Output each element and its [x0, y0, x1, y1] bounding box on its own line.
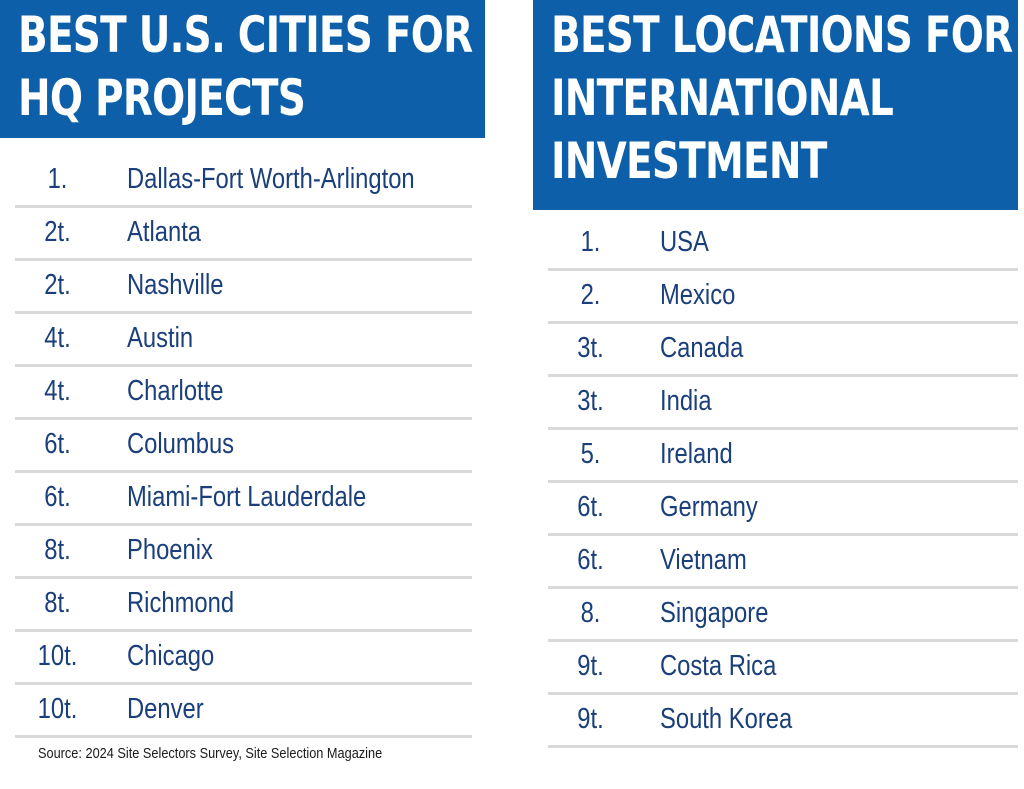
international-list: 1. USA 2. Mexico 3t. Canada 3t. India 5. Ireland 6…: [548, 218, 1018, 748]
us-city-row: 4t. Austin: [15, 314, 472, 367]
country-rank: 3t.: [577, 385, 604, 417]
us-city-rank: 8t.: [44, 534, 71, 566]
source-note: Source: 2024 Site Selectors Survey, Site…: [38, 745, 383, 762]
us-city-name: Richmond: [127, 587, 235, 619]
us-city-row: 10t. Chicago: [15, 632, 472, 685]
country-rank: 9t.: [577, 650, 604, 682]
us-city-name: Columbus: [127, 428, 235, 460]
us-city-rank: 1.: [47, 163, 68, 195]
country-name: Costa Rica: [660, 650, 777, 682]
country-name: Ireland: [660, 438, 733, 470]
us-city-rank: 4t.: [44, 322, 71, 354]
us-city-name: Atlanta: [127, 216, 202, 248]
country-name: India: [660, 385, 712, 417]
country-rank: 6t.: [577, 491, 604, 523]
international-title-line-2: INTERNATIONAL: [551, 69, 894, 127]
us-city-name: Miami-Fort Lauderdale: [127, 481, 367, 513]
us-cities-title-banner: BEST U.S. CITIES FOR HQ PROJECTS: [0, 0, 485, 138]
country-row: 6t. Vietnam: [548, 536, 1018, 589]
country-rank: 9t.: [577, 703, 604, 735]
us-city-row: 8t. Phoenix: [15, 526, 472, 579]
country-rank: 8.: [580, 597, 601, 629]
us-cities-panel: BEST U.S. CITIES FOR HQ PROJECTS 1. Dalla…: [0, 0, 485, 738]
us-city-name: Chicago: [127, 640, 215, 672]
us-cities-list: 1. Dallas-Fort Worth-Arlington 2t. Atlanta 2…: [15, 155, 472, 738]
country-name: Mexico: [660, 279, 736, 311]
country-rank: 5.: [580, 438, 601, 470]
country-rank: 6t.: [577, 544, 604, 576]
country-row: 3t. India: [548, 377, 1018, 430]
country-name: Singapore: [660, 597, 769, 629]
country-rank: 1.: [580, 226, 601, 258]
us-city-row: 6t. Miami-Fort Lauderdale: [15, 473, 472, 526]
us-city-rank: 2t.: [44, 269, 71, 301]
us-city-rank: 8t.: [44, 587, 71, 619]
country-rank: 3t.: [577, 332, 604, 364]
us-city-row: 8t. Richmond: [15, 579, 472, 632]
country-row: 1. USA: [548, 218, 1018, 271]
us-cities-title-line-1: BEST U.S. CITIES FOR: [18, 6, 473, 64]
us-city-rank: 10t.: [37, 640, 78, 672]
us-city-name: Dallas-Fort Worth-Arlington: [127, 163, 415, 195]
us-city-name: Denver: [127, 693, 204, 725]
country-row: 9t. Costa Rica: [548, 642, 1018, 695]
international-panel: BEST LOCATIONS FOR INTERNATIONAL INVESTM…: [533, 0, 1018, 748]
us-city-row: 4t. Charlotte: [15, 367, 472, 420]
international-title-line-3: INVESTMENT: [551, 132, 827, 190]
us-city-name: Phoenix: [127, 534, 213, 566]
us-city-row: 2t. Nashville: [15, 261, 472, 314]
country-name: Canada: [660, 332, 744, 364]
country-row: 3t. Canada: [548, 324, 1018, 377]
us-city-rank: 6t.: [44, 428, 71, 460]
country-rank: 2.: [580, 279, 601, 311]
us-city-rank: 10t.: [37, 693, 78, 725]
country-row: 8. Singapore: [548, 589, 1018, 642]
us-city-name: Austin: [127, 322, 194, 354]
country-name: South Korea: [660, 703, 793, 735]
us-cities-title-line-2: HQ PROJECTS: [18, 69, 306, 127]
country-row: 6t. Germany: [548, 483, 1018, 536]
country-row: 9t. South Korea: [548, 695, 1018, 748]
country-name: USA: [660, 226, 709, 258]
us-city-row: 1. Dallas-Fort Worth-Arlington: [15, 155, 472, 208]
us-city-row: 10t. Denver: [15, 685, 472, 738]
us-city-row: 6t. Columbus: [15, 420, 472, 473]
us-city-rank: 2t.: [44, 216, 71, 248]
country-row: 5. Ireland: [548, 430, 1018, 483]
international-title-line-1: BEST LOCATIONS FOR: [551, 6, 1013, 64]
country-name: Germany: [660, 491, 758, 523]
us-city-row: 2t. Atlanta: [15, 208, 472, 261]
country-name: Vietnam: [660, 544, 747, 576]
us-city-rank: 6t.: [44, 481, 71, 513]
international-title-banner: BEST LOCATIONS FOR INTERNATIONAL INVESTM…: [533, 0, 1018, 210]
us-city-name: Charlotte: [127, 375, 224, 407]
country-row: 2. Mexico: [548, 271, 1018, 324]
us-city-name: Nashville: [127, 269, 224, 301]
us-city-rank: 4t.: [44, 375, 71, 407]
